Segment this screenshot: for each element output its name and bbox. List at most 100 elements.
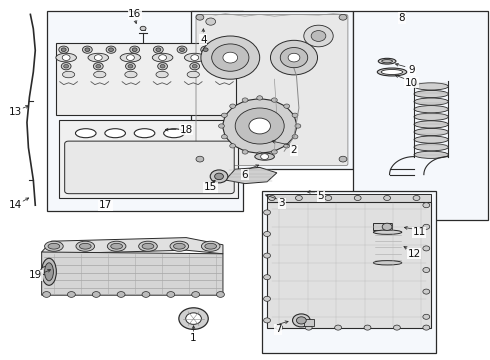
Text: 4: 4: [200, 35, 207, 45]
Circle shape: [224, 46, 234, 53]
Circle shape: [201, 36, 260, 79]
Ellipse shape: [63, 71, 74, 78]
Ellipse shape: [414, 90, 448, 98]
Ellipse shape: [134, 129, 155, 138]
Ellipse shape: [414, 151, 448, 158]
Circle shape: [423, 314, 430, 319]
Circle shape: [192, 64, 197, 68]
Circle shape: [140, 26, 146, 31]
Circle shape: [68, 292, 75, 297]
Circle shape: [261, 154, 269, 159]
Text: 3: 3: [278, 198, 285, 208]
Circle shape: [125, 63, 135, 70]
Ellipse shape: [217, 53, 237, 62]
Bar: [56, 43, 236, 115]
Circle shape: [142, 292, 150, 297]
Circle shape: [223, 99, 296, 153]
Circle shape: [413, 195, 420, 201]
Ellipse shape: [378, 58, 396, 64]
Ellipse shape: [255, 153, 274, 160]
Circle shape: [179, 48, 184, 51]
Circle shape: [270, 40, 318, 75]
Ellipse shape: [120, 53, 141, 62]
Circle shape: [364, 325, 371, 330]
Polygon shape: [196, 14, 348, 166]
Circle shape: [221, 135, 227, 139]
Text: 6: 6: [242, 170, 248, 180]
Circle shape: [217, 292, 224, 297]
Circle shape: [325, 195, 332, 201]
Circle shape: [264, 253, 270, 258]
Text: 16: 16: [128, 9, 142, 19]
Circle shape: [196, 14, 204, 20]
Ellipse shape: [125, 71, 137, 78]
Ellipse shape: [45, 241, 63, 251]
Circle shape: [339, 14, 347, 20]
Ellipse shape: [107, 241, 126, 251]
Ellipse shape: [414, 144, 448, 151]
Circle shape: [264, 210, 270, 215]
Text: 5: 5: [318, 191, 324, 201]
Circle shape: [203, 48, 208, 51]
Circle shape: [249, 118, 270, 134]
Circle shape: [271, 98, 277, 102]
Circle shape: [215, 173, 223, 180]
Circle shape: [192, 292, 199, 297]
Circle shape: [393, 325, 400, 330]
Circle shape: [132, 48, 137, 51]
Ellipse shape: [164, 129, 184, 138]
Circle shape: [128, 64, 133, 68]
Ellipse shape: [382, 59, 392, 63]
Ellipse shape: [414, 98, 448, 105]
Ellipse shape: [142, 243, 154, 249]
Circle shape: [292, 135, 298, 139]
Circle shape: [264, 318, 270, 323]
Ellipse shape: [76, 241, 95, 251]
Text: 12: 12: [407, 249, 421, 259]
Circle shape: [201, 46, 211, 53]
Circle shape: [156, 48, 161, 51]
Polygon shape: [42, 238, 223, 254]
Circle shape: [224, 64, 229, 68]
Polygon shape: [42, 252, 223, 295]
Circle shape: [210, 170, 228, 183]
Circle shape: [276, 325, 283, 330]
Ellipse shape: [170, 241, 189, 251]
Ellipse shape: [373, 230, 402, 234]
Circle shape: [423, 289, 430, 294]
Circle shape: [305, 325, 312, 330]
Ellipse shape: [105, 129, 125, 138]
Circle shape: [304, 25, 333, 47]
Text: 8: 8: [398, 13, 405, 23]
Circle shape: [295, 195, 302, 201]
Circle shape: [59, 46, 69, 53]
Circle shape: [158, 63, 168, 70]
Circle shape: [221, 113, 227, 117]
Ellipse shape: [414, 105, 448, 113]
Ellipse shape: [173, 243, 185, 249]
Circle shape: [177, 46, 187, 53]
Text: 11: 11: [412, 227, 426, 237]
Ellipse shape: [184, 53, 205, 62]
Circle shape: [284, 144, 290, 148]
Circle shape: [264, 275, 270, 280]
Circle shape: [222, 63, 232, 70]
Circle shape: [227, 48, 232, 51]
Polygon shape: [267, 194, 431, 202]
Ellipse shape: [75, 129, 96, 138]
Text: 17: 17: [98, 200, 112, 210]
Circle shape: [354, 195, 361, 201]
Bar: [373, 223, 392, 230]
Ellipse shape: [42, 258, 56, 285]
Ellipse shape: [111, 243, 122, 249]
Circle shape: [230, 144, 236, 148]
Bar: [304, 319, 314, 326]
Ellipse shape: [414, 83, 448, 90]
Bar: [47, 11, 243, 211]
Ellipse shape: [414, 113, 448, 120]
Circle shape: [223, 55, 231, 60]
FancyBboxPatch shape: [65, 141, 234, 194]
Circle shape: [339, 156, 347, 162]
Text: 15: 15: [204, 182, 218, 192]
Circle shape: [264, 231, 270, 237]
